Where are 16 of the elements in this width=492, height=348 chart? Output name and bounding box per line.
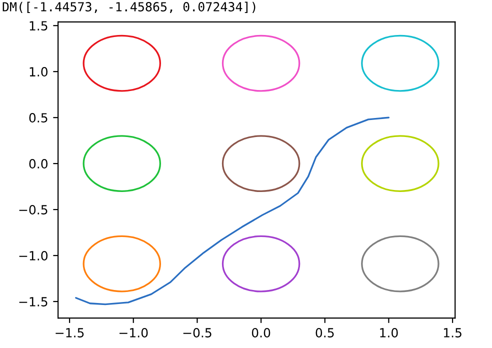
x-tick-label: −0.5 <box>183 328 212 338</box>
x-tick-label: 0.0 <box>252 328 270 338</box>
x-tick-label: −1.0 <box>120 328 148 338</box>
y-tick-label: −0.5 <box>19 205 48 214</box>
x-tick-label: 1.0 <box>380 328 398 338</box>
chart-title: DM([-1.44573, -1.45865, 0.072434]) <box>2 2 256 14</box>
x-tick-label: −1.5 <box>56 328 84 338</box>
x-tick-label: 0.5 <box>316 328 334 338</box>
y-tick-label: 1.5 <box>30 21 48 31</box>
x-tick-label: 1.5 <box>444 328 462 338</box>
y-tick-label: −1.5 <box>19 297 48 306</box>
y-tick-label: 0.5 <box>29 113 48 122</box>
y-tick-label: −1.0 <box>19 251 48 260</box>
y-tick-label: 0.0 <box>29 159 48 168</box>
y-tick-label: 1.0 <box>30 67 48 77</box>
line-series <box>75 116 390 306</box>
